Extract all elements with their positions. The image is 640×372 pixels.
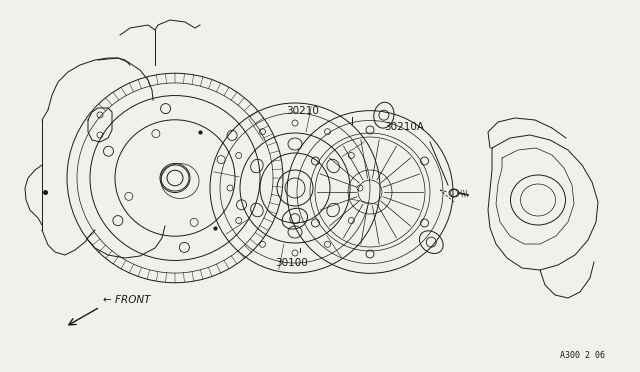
Text: A300 2 06: A300 2 06 bbox=[560, 351, 605, 360]
Text: 30210A: 30210A bbox=[384, 122, 424, 132]
Text: ← FRONT: ← FRONT bbox=[103, 295, 150, 305]
Text: 30100: 30100 bbox=[275, 258, 308, 268]
Text: 30210: 30210 bbox=[286, 106, 319, 116]
